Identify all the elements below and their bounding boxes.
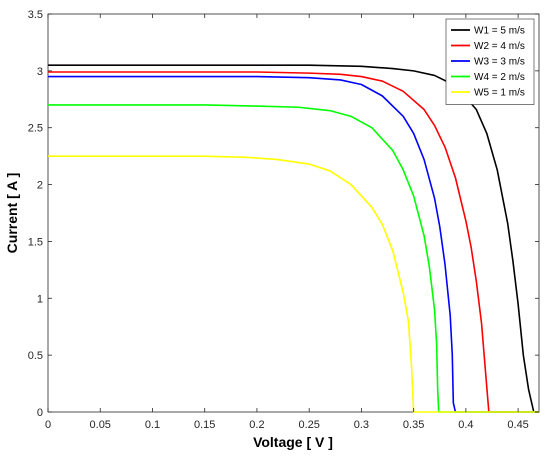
y-tick-label: 2 [37,180,43,192]
series-line-4 [48,104,539,413]
x-tick-label: 0.25 [298,419,319,431]
x-tick-label: 0.35 [403,419,424,431]
x-tick-label: 0.4 [458,419,473,431]
tick-layer: 0 0.05 0.1 0.15 0.2 0.25 0.3 0.35 0.4 0.45 0 0.5 1 1.… [28,9,539,431]
legend-label: W1 = 5 m/s [474,26,525,37]
y-tick-label: 1.5 [28,236,43,248]
series-line-3 [48,75,539,413]
x-tick-label: 0 [45,419,51,431]
y-tick-label: 1 [37,293,43,305]
x-tick-label: 0.15 [194,419,215,431]
x-tick-label: 0.2 [249,419,264,431]
y-tick-label: 3 [37,66,43,78]
legend: W1 = 5 m/s W2 = 4 m/s W3 = 3 m/s W4 = 2 m/s… [445,18,535,105]
y-tick-label: 0 [37,407,43,419]
x-tick-label: 0.05 [90,419,111,431]
legend-label: W4 = 2 m/s [474,72,525,83]
series-line-5 [48,155,539,413]
y-tick-label: 0.5 [28,350,43,362]
legend-label: W3 = 3 m/s [474,57,525,68]
series-layer [48,64,539,413]
series-line-2 [48,71,539,413]
y-tick-label: 3.5 [28,9,43,21]
x-tick-label: 0.3 [354,419,369,431]
y-tick-label: 2.5 [28,123,43,135]
x-tick-label: 0.45 [507,419,528,431]
x-tick-label: 0.1 [145,419,160,431]
legend-label: W2 = 4 m/s [474,41,525,52]
y-axis-label: Current [ A ] [4,173,20,254]
x-axis-label: Voltage [ V ] [253,434,333,450]
legend-label: W5 = 1 m/s [474,88,525,99]
